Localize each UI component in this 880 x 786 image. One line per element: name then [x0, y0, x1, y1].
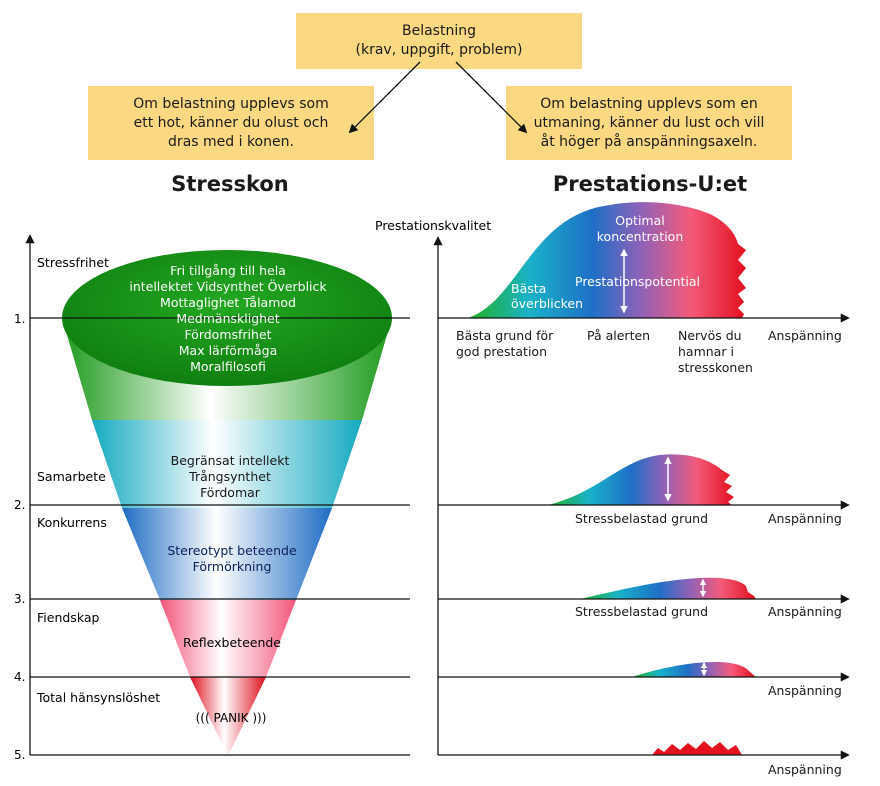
level-number: 1. — [14, 312, 25, 326]
box-challenge-line: utmaning, känner du lust och vill — [533, 114, 765, 131]
cone-top-line: Fördomsfrihet — [184, 327, 271, 342]
performance-y-label: Prestationskvalitet — [375, 218, 491, 233]
x-axis-label: Anspänning — [768, 604, 842, 619]
cone-band2-line: Begränsat intellekt — [171, 453, 290, 468]
arrow-to-threat — [348, 61, 421, 134]
cone-top-line: Max lärförmåga — [179, 343, 278, 358]
level-number: 5. — [14, 748, 25, 762]
x-axis-label: Anspänning — [768, 762, 842, 777]
level-number: 3. — [14, 592, 25, 606]
cone-band2-line: Trångsynthet — [188, 469, 271, 484]
cone-top-line: Fri tillgång till hela — [170, 263, 286, 278]
peak-inside-line: överblicken — [511, 296, 583, 311]
arrow-to-challenge — [455, 61, 528, 134]
cone-top-line: Mottaglighet Tålamod — [160, 295, 296, 310]
box-challenge-line: Om belastning upplevs som en — [540, 95, 758, 112]
axis1-nervous-line: hamnar i — [678, 344, 734, 359]
cone-band5-line: ((( PANIK ))) — [196, 711, 267, 725]
cone-band-blue — [122, 508, 332, 600]
cone-band-cyan — [92, 420, 362, 508]
performance-curve-1 — [468, 202, 746, 318]
cone-band3-line: Stereotypt beteende — [167, 543, 297, 558]
level-label: Total hänsynslöshet — [36, 690, 160, 705]
potential-label: Prestationspotential — [575, 274, 700, 289]
performance-curve-2 — [548, 454, 734, 505]
box-threat-line: ett hot, känner du olust och — [133, 114, 329, 131]
ground-label: Stressbelastad grund — [575, 511, 708, 526]
peak-inside-line: Bästa — [511, 281, 546, 296]
performance-curve-5 — [652, 741, 742, 755]
level-label-konkurrens: Konkurrens — [37, 515, 107, 530]
box-challenge-line: åt höger på anspänningsaxeln. — [540, 133, 758, 150]
cone-band-pink — [160, 600, 296, 677]
x-axis-label: Anspänning — [768, 511, 842, 526]
performance-curve-3 — [580, 577, 756, 599]
cone-top-text: Fri tillgång till hela intellektet Vidsy… — [129, 263, 327, 374]
axis1-best-line: god prestation — [456, 344, 547, 359]
box-threat-line: Om belastning upplevs som — [133, 95, 329, 112]
heading-prestations-u: Prestations-U:et — [552, 172, 748, 196]
level-number: 4. — [14, 670, 25, 684]
axis1-nervous-line: Nervös du — [678, 328, 742, 343]
box-belastning: Belastning (krav, uppgift, problem) — [296, 13, 582, 69]
cone-top-line: Medmänsklighet — [176, 311, 279, 326]
cone-band3-line: Förmörkning — [193, 559, 272, 574]
level-label: Samarbete — [37, 469, 106, 484]
cone-band2-line: Fördomar — [200, 485, 261, 500]
ground-label: Stressbelastad grund — [575, 604, 708, 619]
axis1-nervous-line: stresskonen — [678, 360, 753, 375]
axis1-alert-line: På alerten — [587, 328, 650, 343]
cone-top-line: Moralfilosofi — [190, 359, 266, 374]
cone-band4-line: Reflexbeteende — [183, 635, 281, 650]
box-threat: Om belastning upplevs som ett hot, känne… — [88, 86, 374, 160]
peak-top-line: Optimal — [615, 213, 664, 228]
x-axis-label: Anspänning — [768, 328, 842, 343]
level-label: Fiendskap — [37, 610, 99, 625]
peak-top-line: koncentration — [597, 229, 684, 244]
heading-stresskon: Stresskon — [171, 172, 289, 196]
box-belastning-line: Belastning — [401, 23, 476, 39]
level-label: Stressfrihet — [37, 255, 109, 270]
box-challenge: Om belastning upplevs som en utmaning, k… — [506, 86, 792, 160]
cone-band-red — [190, 677, 266, 756]
box-belastning-line: (krav, uppgift, problem) — [355, 42, 523, 58]
level-number: 2. — [14, 498, 25, 512]
box-threat-line: dras med i konen. — [168, 133, 294, 150]
x-axis-label: Anspänning — [768, 683, 842, 698]
axis1-best-line: Bästa grund för — [456, 328, 554, 343]
performance-curve-4 — [632, 662, 756, 677]
cone-top-line: intellektet Vidsynthet Överblick — [129, 278, 327, 294]
